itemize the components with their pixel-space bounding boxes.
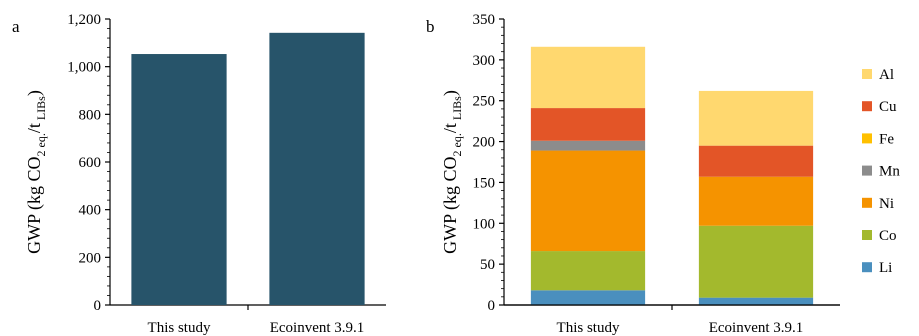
x-tick-label: Ecoinvent 3.9.1 bbox=[270, 320, 365, 336]
segment-ni-this-study bbox=[531, 151, 645, 252]
legend-swatch-cu bbox=[862, 101, 872, 111]
y-tick-label: 50 bbox=[480, 257, 495, 273]
panel-a-ylabel: GWP (kg CO2 eq./t LIBs) bbox=[24, 90, 48, 254]
panel-b-label: b bbox=[426, 17, 435, 36]
segment-li-this-study bbox=[531, 290, 645, 305]
segment-al-this-study bbox=[531, 47, 645, 108]
y-tick-label: 150 bbox=[473, 175, 496, 191]
y-tick-label: 0 bbox=[488, 298, 496, 314]
y-tick-label: 1,000 bbox=[67, 60, 101, 76]
y-tick-label: 600 bbox=[79, 155, 102, 171]
legend-label-cu: Cu bbox=[879, 99, 897, 115]
y-tick-label: 400 bbox=[79, 203, 102, 219]
legend-swatch-co bbox=[862, 230, 872, 240]
legend-label-mn: Mn bbox=[879, 164, 900, 180]
x-tick-label: This study bbox=[148, 320, 211, 336]
y-tick-label: 0 bbox=[94, 298, 102, 314]
panel-b-legend: Al Cu Fe Mn Ni Co Li bbox=[862, 67, 900, 276]
segment-co-ecoinvent-3-9-1 bbox=[699, 226, 813, 298]
y-tick-label: 800 bbox=[79, 107, 102, 123]
segment-li-ecoinvent-3-9-1 bbox=[699, 298, 813, 305]
legend-swatch-li bbox=[862, 262, 872, 272]
segment-ni-ecoinvent-3-9-1 bbox=[699, 177, 813, 226]
panel-a-x-labels: This study Ecoinvent 3.9.1 bbox=[148, 320, 365, 336]
segment-co-this-study bbox=[531, 251, 645, 290]
panel-a-label: a bbox=[12, 17, 20, 36]
segment-mn-this-study bbox=[531, 141, 645, 151]
y-tick-label: 300 bbox=[473, 53, 496, 69]
legend-swatch-ni bbox=[862, 198, 872, 208]
legend-label-co: Co bbox=[879, 228, 897, 244]
x-tick-label: This study bbox=[557, 320, 620, 336]
segment-cu-this-study bbox=[531, 108, 645, 141]
y-tick-label: 1,200 bbox=[67, 12, 101, 28]
panel-a: a GWP (kg CO2 eq./t LIBs) 0 200 400 600 800 1… bbox=[12, 12, 386, 336]
y-tick-label: 200 bbox=[473, 135, 496, 151]
panel-b-x-labels: This study Ecoinvent 3.9.1 bbox=[557, 320, 804, 336]
legend-label-fe: Fe bbox=[879, 131, 894, 147]
y-tick-label: 250 bbox=[473, 94, 496, 110]
legend-swatch-mn bbox=[862, 166, 872, 176]
legend-label-li: Li bbox=[879, 260, 892, 276]
legend-swatch-al bbox=[862, 69, 872, 79]
segment-cu-ecoinvent-3-9-1 bbox=[699, 146, 813, 177]
legend-label-al: Al bbox=[879, 67, 894, 83]
panel-b-ylabel: GWP (kg CO2 eq./t LIBs) bbox=[440, 90, 464, 254]
panel-a-bars bbox=[131, 33, 364, 305]
y-tick-label: 200 bbox=[79, 250, 102, 266]
x-tick-label: Ecoinvent 3.9.1 bbox=[709, 320, 804, 336]
legend-label-ni: Ni bbox=[879, 196, 894, 212]
segment-al-ecoinvent-3-9-1 bbox=[699, 91, 813, 146]
panel-b-bars bbox=[504, 47, 840, 305]
bar-this-study bbox=[131, 54, 226, 305]
y-tick-label: 350 bbox=[473, 12, 496, 28]
y-tick-label: 100 bbox=[473, 216, 496, 232]
bar-ecoinvent-3-9-1 bbox=[269, 33, 364, 305]
legend-swatch-fe bbox=[862, 133, 872, 143]
panel-b: b GWP (kg CO2 eq./t LIBs) 0 50 100 150 200 25… bbox=[426, 12, 900, 336]
